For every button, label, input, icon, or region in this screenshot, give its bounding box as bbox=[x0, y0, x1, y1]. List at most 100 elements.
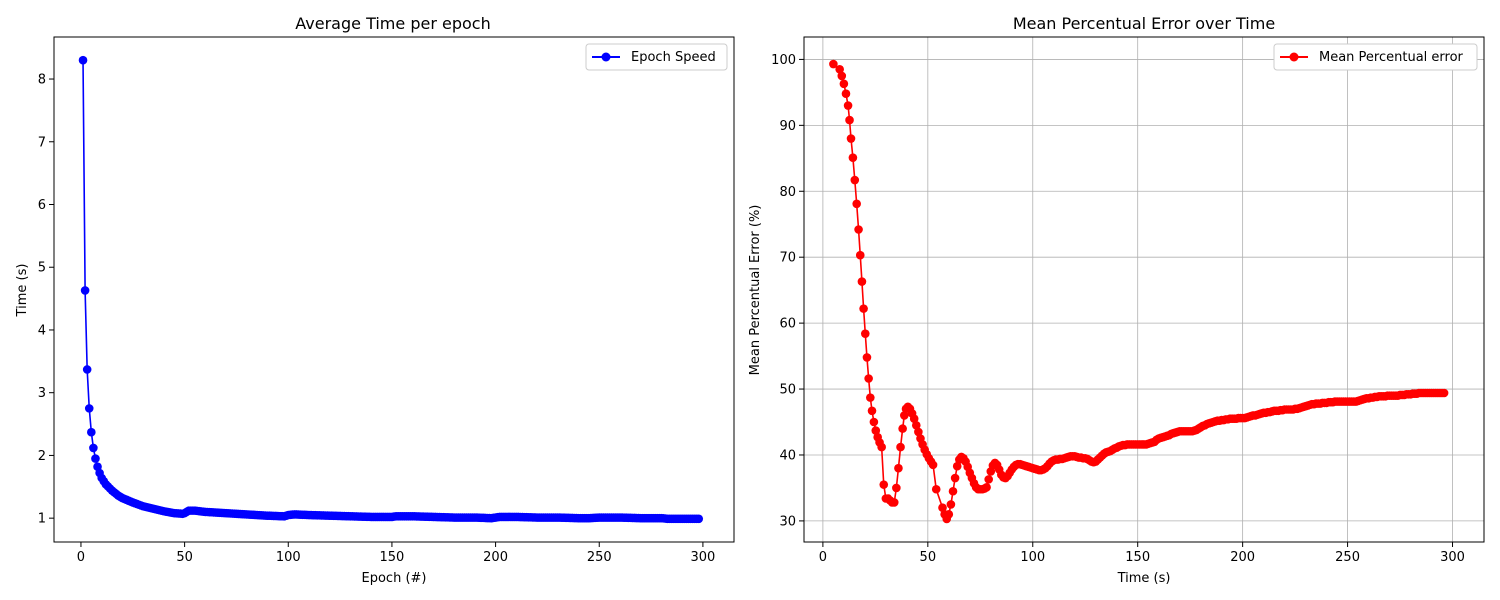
x-tick-label: 50 bbox=[920, 550, 937, 565]
data-point bbox=[862, 353, 872, 362]
data-point bbox=[843, 101, 853, 110]
data-point bbox=[839, 79, 849, 89]
y-tick-label: 40 bbox=[779, 448, 796, 463]
data-point bbox=[850, 175, 860, 185]
data-point bbox=[894, 463, 903, 473]
y-tick-label: 50 bbox=[779, 383, 796, 398]
series-line bbox=[82, 60, 699, 520]
data-point bbox=[852, 199, 861, 209]
data-point bbox=[911, 421, 921, 430]
y-tick-label: 30 bbox=[779, 514, 796, 529]
x-tick-label: 300 bbox=[1440, 550, 1465, 565]
chart-title: Mean Percentual Error over Time bbox=[1013, 14, 1275, 33]
data-point bbox=[898, 424, 907, 433]
y-tick-label: 60 bbox=[779, 317, 796, 332]
y-axis-label: Time (s) bbox=[15, 264, 30, 318]
legend-box bbox=[585, 43, 728, 71]
data-point bbox=[866, 393, 875, 402]
data-point bbox=[841, 89, 851, 98]
data-point bbox=[848, 153, 858, 162]
data-point bbox=[900, 411, 909, 420]
y-tick-label: 5 bbox=[38, 261, 46, 276]
x-tick-label: 250 bbox=[587, 550, 612, 565]
legend-label: Mean Percentual error bbox=[1319, 50, 1464, 65]
data-point bbox=[928, 460, 938, 470]
chart-average-time: Average Time per epoch 0 50 100 150 200 250 30… bbox=[15, 14, 735, 586]
data-point bbox=[952, 461, 962, 471]
chart-title: Average Time per epoch bbox=[295, 14, 490, 33]
x-tick-label: 150 bbox=[1125, 550, 1150, 565]
data-point bbox=[80, 286, 90, 295]
x-tick-label: 250 bbox=[1335, 550, 1360, 565]
data-point bbox=[82, 365, 92, 374]
legend: Mean Percentual error bbox=[1273, 43, 1478, 71]
data-point bbox=[89, 443, 98, 453]
data-point bbox=[944, 510, 954, 519]
data-point bbox=[889, 498, 899, 507]
data-point bbox=[869, 417, 879, 427]
data-point bbox=[835, 65, 844, 74]
data-point bbox=[91, 454, 100, 463]
legend-box bbox=[1273, 43, 1478, 71]
data-point bbox=[1439, 388, 1449, 398]
data-point bbox=[938, 503, 947, 513]
y-tick-label: 6 bbox=[38, 198, 46, 213]
y-tick-label: 100 bbox=[771, 53, 796, 68]
x-tick-label: 0 bbox=[819, 550, 827, 565]
data-point bbox=[87, 427, 96, 437]
data-point bbox=[855, 250, 865, 260]
plot-frame bbox=[53, 36, 735, 543]
data-point bbox=[946, 500, 956, 509]
data-point bbox=[877, 442, 886, 452]
x-axis-label: Epoch (#) bbox=[362, 571, 427, 586]
x-tick-label: 150 bbox=[380, 550, 405, 565]
y-axis-label: Mean Percentual Error (%) bbox=[748, 205, 763, 376]
data-point bbox=[984, 475, 993, 484]
plot-frame bbox=[803, 36, 1485, 543]
x-tick-label: 200 bbox=[483, 550, 508, 565]
x-tick-label: 50 bbox=[176, 550, 193, 565]
data-point bbox=[78, 55, 88, 65]
data-point bbox=[950, 473, 960, 483]
y-tick-label: 8 bbox=[38, 73, 46, 88]
x-axis-label: Time (s) bbox=[1117, 571, 1171, 586]
data-point bbox=[846, 134, 856, 143]
y-tick-label: 70 bbox=[779, 251, 796, 266]
x-tick-label: 100 bbox=[1020, 550, 1045, 565]
data-point bbox=[871, 426, 881, 435]
y-tick-label: 80 bbox=[779, 185, 796, 200]
y-tick-label: 1 bbox=[38, 512, 46, 527]
data-point bbox=[694, 514, 704, 524]
data-point bbox=[829, 59, 838, 69]
y-tick-label: 3 bbox=[38, 386, 46, 401]
chart-mean-percentual-error: Mean Percentual Error over Time 0 50 100 15… bbox=[748, 14, 1485, 586]
y-tick-label: 7 bbox=[38, 135, 46, 150]
x-tick-label: 300 bbox=[690, 550, 715, 565]
x-tick-label: 200 bbox=[1230, 550, 1255, 565]
legend-swatch-marker bbox=[601, 52, 611, 62]
data-point bbox=[860, 329, 870, 338]
data-point bbox=[84, 404, 94, 413]
data-point bbox=[879, 480, 889, 489]
data-point bbox=[845, 115, 854, 125]
data-point bbox=[982, 482, 991, 492]
data-point bbox=[859, 304, 868, 313]
data-point bbox=[864, 374, 873, 383]
legend: Epoch Speed bbox=[585, 43, 728, 71]
data-point bbox=[857, 277, 867, 286]
data-point bbox=[896, 442, 905, 452]
x-tick-label: 100 bbox=[276, 550, 301, 565]
legend-swatch-marker bbox=[1289, 52, 1299, 62]
data-point bbox=[914, 427, 923, 437]
y-tick-label: 90 bbox=[779, 119, 796, 134]
y-tick-label: 2 bbox=[38, 449, 46, 464]
legend-label: Epoch Speed bbox=[631, 50, 716, 65]
x-tick-label: 0 bbox=[77, 550, 85, 565]
data-point bbox=[837, 71, 847, 81]
y-tick-label: 4 bbox=[38, 323, 46, 338]
data-point bbox=[854, 225, 863, 234]
data-point bbox=[931, 484, 941, 494]
data-point bbox=[867, 406, 877, 416]
data-point bbox=[909, 414, 919, 424]
